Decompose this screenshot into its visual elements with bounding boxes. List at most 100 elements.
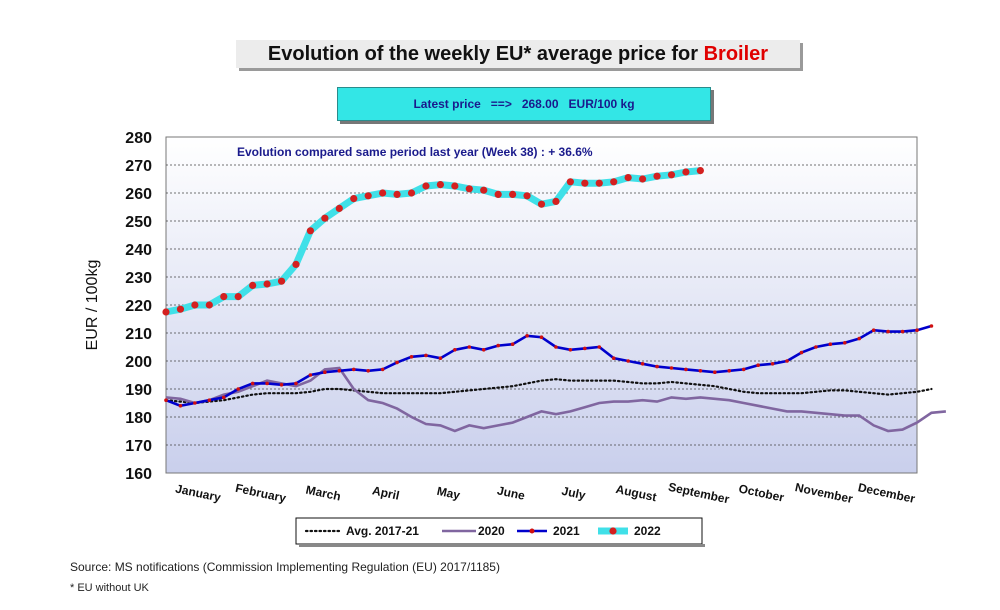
legend-label: 2022 [634,524,661,538]
data-point [626,359,630,363]
data-point [308,373,313,377]
legend-item: Avg. 2017-21 [304,524,419,538]
data-point [741,367,746,372]
data-point [424,353,428,358]
data-point [221,395,226,400]
legend-label: 2020 [478,524,505,538]
data-point [379,189,387,197]
data-point [525,334,529,338]
data-point [595,179,603,187]
data-point [785,359,789,363]
data-point [234,293,242,301]
data-point [653,172,661,180]
data-point [568,348,573,352]
chart-annotation: Evolution compared same period last year… [237,145,593,159]
data-point [250,381,255,386]
data-point [364,192,372,200]
series-line [165,324,932,408]
data-point [279,383,284,387]
data-point [277,277,286,285]
data-point [857,336,862,341]
data-point [611,356,616,361]
data-point [727,369,732,373]
data-point [871,328,876,333]
data-point [799,350,804,355]
x-tick-label: June [496,483,527,503]
data-point [294,381,298,386]
data-point [583,346,587,351]
data-point [395,360,399,365]
data-point [756,363,760,368]
data-point [828,342,833,347]
data-point [698,369,703,373]
data-point [915,328,919,333]
data-point [178,404,183,408]
y-tick-label: 240 [125,242,152,259]
data-point [539,335,544,340]
x-tick-label: July [560,484,587,503]
data-point [436,181,445,189]
data-point [496,343,500,348]
data-point [438,356,443,361]
data-point [205,301,213,309]
data-point [684,367,688,372]
data-point [453,348,457,352]
data-point [480,186,488,194]
data-point [193,401,197,405]
data-point [624,174,632,182]
data-point [337,369,342,373]
data-point [207,398,212,403]
data-point [321,214,329,222]
data-point [351,367,356,372]
data-point [306,227,315,235]
data-point [667,171,676,179]
y-tick-label: 160 [125,466,152,483]
y-tick-label: 280 [125,130,152,147]
y-tick-label: 260 [125,186,152,203]
data-point [929,324,934,328]
data-point [713,370,717,375]
data-point [554,345,558,349]
legend-shadow [299,544,705,547]
data-point [770,362,775,366]
data-point [597,345,602,349]
x-tick-label: February [234,481,287,505]
data-point [393,190,401,198]
data-point [292,260,300,268]
data-point [263,280,271,288]
data-point [236,387,241,391]
data-point [422,182,430,190]
data-point [409,355,414,359]
footer-source: Source: MS notifications (Commission Imp… [70,560,500,574]
legend-item: 2021 [517,524,580,538]
data-point [696,167,704,175]
x-tick-label: October [737,481,785,504]
data-point [451,182,459,190]
data-point [350,195,358,203]
data-point [366,369,370,373]
series-avg-2017-21 [164,378,933,405]
data-point [465,185,473,193]
data-point [900,329,905,334]
x-tick-label: March [305,483,342,504]
data-point [467,345,472,349]
series-line [164,378,933,405]
data-point [814,345,818,349]
data-point [481,348,486,352]
data-point [509,190,517,198]
data-point [682,168,690,176]
data-point [669,366,674,370]
legend-item: 2020 [442,524,505,538]
y-tick-label: 200 [125,354,152,371]
data-point [176,305,185,313]
data-point [581,179,589,187]
chart-title: Evolution of the weekly EU* average pric… [236,40,800,68]
x-tick-label: August [615,482,658,504]
data-point [407,189,416,197]
legend-item: 2022 [598,524,661,538]
x-tick-label: April [371,483,401,502]
x-tick-label: May [436,484,462,503]
series-2020 [165,366,947,433]
series-line [165,366,947,433]
